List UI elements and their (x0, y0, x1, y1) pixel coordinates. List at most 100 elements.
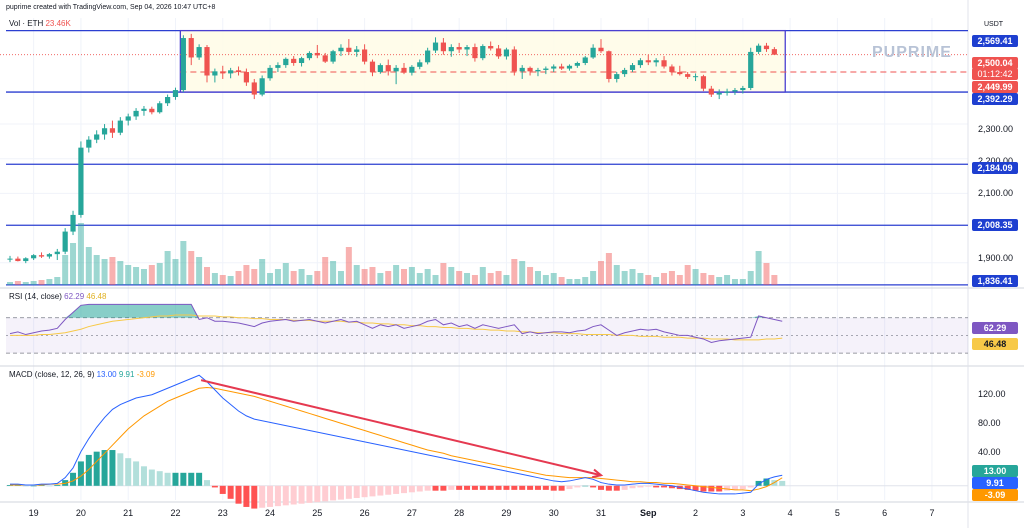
macd-hist-bar-93 (739, 485, 746, 490)
rsi-pane (6, 303, 968, 354)
volume-bar-62 (495, 271, 502, 285)
volume-bar-24 (196, 257, 203, 285)
candle-body-66 (527, 67, 533, 72)
macd-tick-40: 40.00 (978, 447, 1001, 457)
volume-bar-93 (739, 279, 746, 285)
macd-hist-bar-28 (227, 485, 234, 499)
candle-body-15 (125, 116, 131, 121)
volume-bar-45 (361, 269, 368, 285)
volume-bar-7 (62, 255, 69, 285)
candle-body-18 (149, 108, 155, 113)
candle-body-80 (637, 60, 643, 66)
current-price-badge: 2,500.04 (972, 57, 1018, 69)
macd-hist-bar-48 (385, 485, 392, 495)
macd-hist-bar-60 (479, 485, 486, 490)
candle-body-63 (503, 49, 510, 57)
candle-body-88 (700, 76, 707, 89)
macd-hist-bar-3 (30, 485, 37, 487)
volume-bar-70 (558, 277, 565, 285)
volume-bar-1 (14, 281, 21, 285)
annotations (200, 379, 604, 479)
volume-bar-34 (274, 269, 281, 285)
volume-bar-40 (322, 257, 329, 285)
candle-body-9 (78, 147, 84, 215)
volume-bar-61 (487, 273, 494, 285)
candle-body-57 (456, 47, 462, 50)
candle-body-96 (763, 45, 770, 50)
macd-hist-bar-65 (519, 485, 526, 490)
candle-body-4 (38, 255, 45, 257)
volume-bar-73 (582, 277, 589, 285)
volume-bar-82 (653, 277, 660, 285)
volume-bar-37 (298, 269, 305, 285)
rsi-ma-badge: 46.48 (972, 338, 1018, 350)
macd-hist-bar-20 (164, 472, 171, 486)
candle-body-92 (732, 90, 738, 92)
volume-bar-85 (676, 275, 683, 285)
candle-body-47 (377, 65, 383, 73)
macd-hist-bar-61 (487, 485, 494, 490)
rsi-legend[interactable]: RSI (14, close) 62.29 46.48 (9, 292, 106, 301)
volume-legend[interactable]: Vol · ETH 23.46K (9, 19, 71, 28)
volume-bar-21 (172, 259, 179, 285)
candle-body-61 (488, 46, 494, 49)
level-badge-2008: 2,008.35 (972, 219, 1018, 231)
dashed-level-badge: 2,449.99 (972, 81, 1018, 93)
candle-body-75 (598, 47, 604, 52)
macd-hist-bar-41 (330, 485, 337, 501)
volume-bar-54 (432, 275, 439, 285)
candle-body-8 (70, 214, 76, 232)
candle-body-39 (314, 52, 320, 56)
macd-hist-bar-26 (211, 485, 218, 488)
x-tick-4: 4 (787, 508, 793, 518)
macd-hist-bar-64 (511, 485, 518, 490)
x-tick-3: 3 (740, 508, 746, 518)
candle-body-29 (235, 70, 242, 73)
macd-hist-bar-71 (566, 485, 573, 490)
volume-bar-91 (724, 275, 731, 285)
volume-bar-32 (259, 259, 266, 285)
macd-hist-bar-59 (471, 485, 478, 490)
macd-legend[interactable]: MACD (close, 12, 26, 9) 13.00 9.91 -3.09 (9, 370, 155, 379)
macd-hist-bar-54 (432, 485, 439, 491)
x-tick-27: 27 (406, 508, 417, 518)
volume-bar-96 (763, 263, 770, 285)
candle-body-0 (7, 258, 13, 260)
macd-hist-bar-87 (692, 485, 699, 491)
volume-bar-30 (243, 265, 250, 285)
macd-hist-bar-77 (613, 485, 620, 491)
macd-hist-bar-58 (464, 485, 471, 490)
x-tick-30: 30 (548, 508, 559, 518)
volume-bar-28 (227, 276, 234, 285)
candle-body-1 (15, 258, 21, 262)
macd-hist-bar-27 (219, 485, 226, 494)
candle-body-36 (291, 58, 297, 64)
volume-bar-44 (353, 265, 360, 285)
macd-hist-bar-72 (574, 485, 581, 488)
macd-hist-bar-92 (731, 485, 738, 490)
macd-hist-bar-68 (542, 485, 549, 490)
macd-signal-badge: 9.91 (972, 477, 1018, 489)
volume-bar-0 (7, 282, 13, 285)
volume-bar-88 (700, 273, 707, 285)
candle-body-6 (54, 251, 60, 255)
volume-bar-15 (125, 265, 132, 285)
volume-bar-42 (337, 271, 344, 285)
volume-bar-89 (708, 275, 715, 285)
volume-bar-10 (85, 247, 92, 285)
candle-body-14 (117, 120, 123, 133)
x-tick-22: 22 (170, 508, 181, 518)
volume-bar-77 (613, 265, 620, 285)
price-tick-2100: 2,100.00 (978, 188, 1014, 198)
candle-body-2 (23, 258, 29, 262)
candle-body-89 (708, 88, 714, 95)
macd-hist-bar-78 (621, 485, 628, 490)
candle-body-93 (740, 87, 746, 91)
macd-legend-macd: 13.00 (96, 370, 117, 379)
macd-hist-bar-43 (345, 485, 352, 499)
candle-body-71 (566, 65, 573, 69)
x-tick-24: 24 (265, 508, 276, 518)
volume-bar-67 (534, 271, 541, 285)
macd-hist-bar-69 (550, 485, 557, 491)
